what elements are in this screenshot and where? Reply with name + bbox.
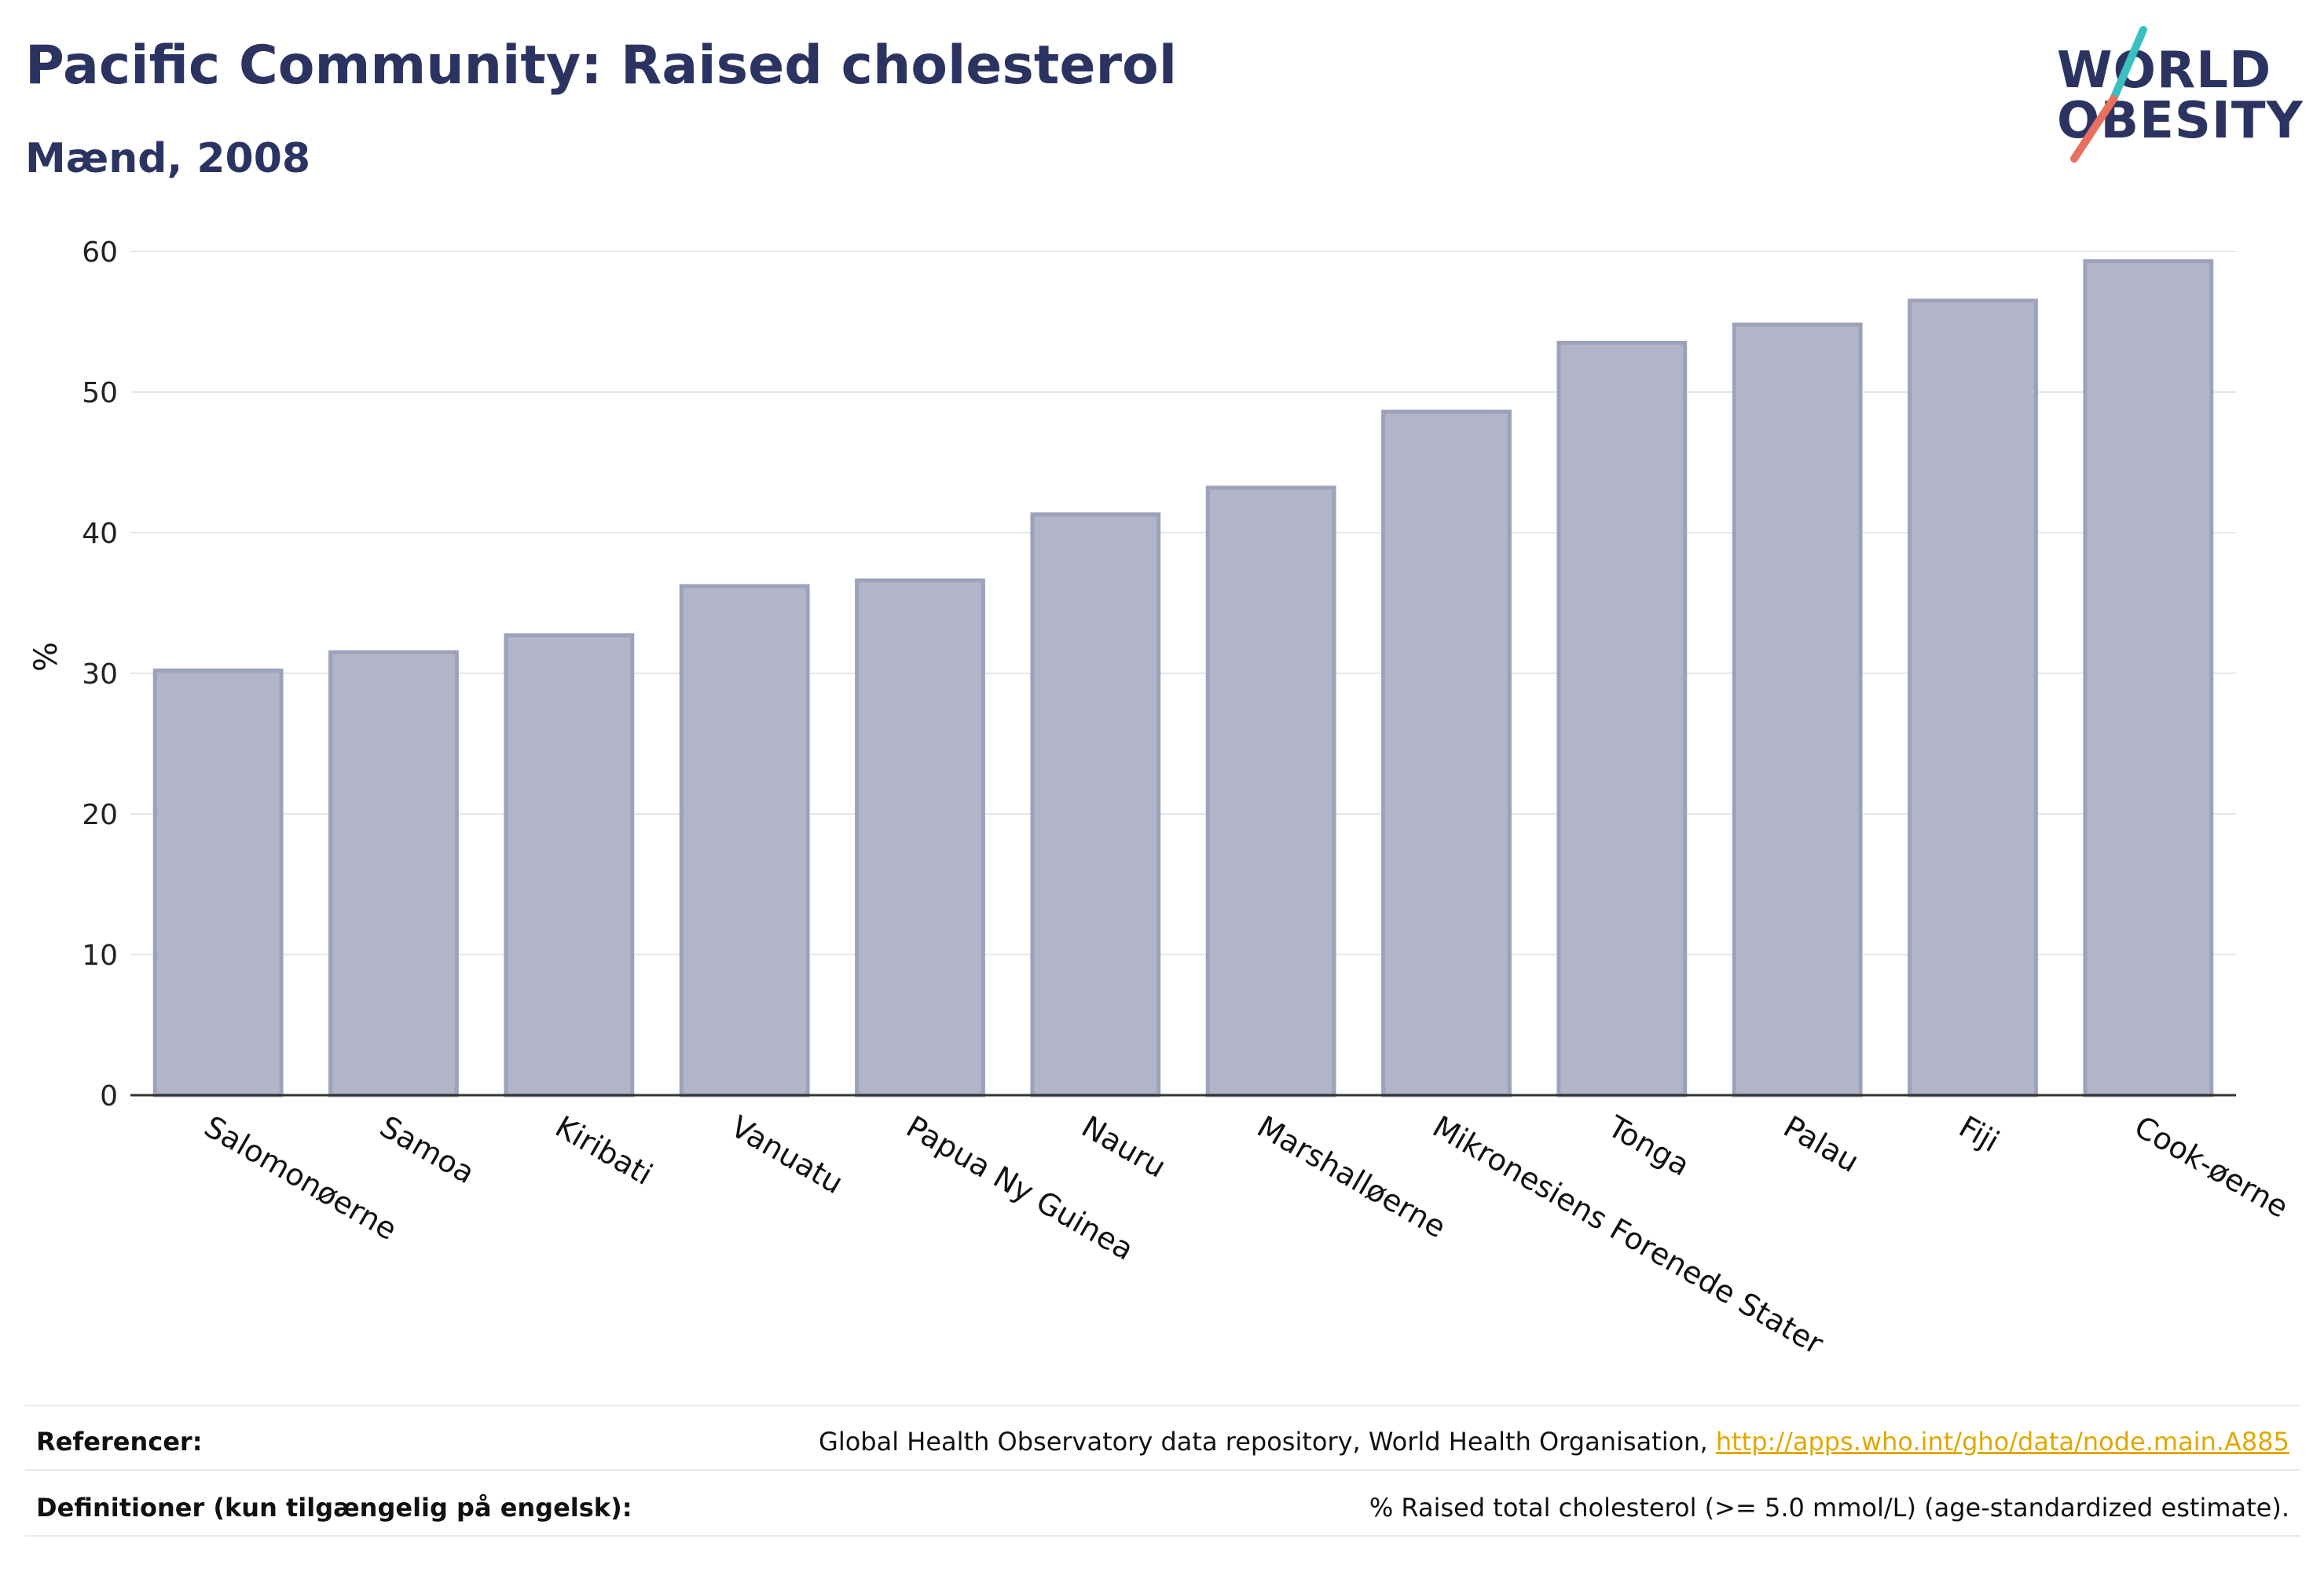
references-value: Global Health Observatory data repositor… [819,1427,2289,1457]
bar [2083,259,2214,1098]
references-link[interactable]: http://apps.who.int/gho/data/node.main.A… [1715,1427,2289,1457]
x-tick-label: Kiribati [549,1109,658,1192]
x-tick-label: Palau [1778,1109,1865,1179]
y-tick-label: 10 [82,940,118,972]
definitions-label: Definitioner (kun tilgængelig på engelsk… [36,1493,632,1523]
bar [855,578,985,1098]
chart-subtitle: Mænd, 2008 [25,135,311,182]
footer-divider [25,1535,2300,1537]
x-tick-label: Nauru [1076,1109,1171,1185]
bar [679,584,810,1098]
world-obesity-logo: WORLD OBESITY [2051,24,2310,165]
bar [1030,512,1161,1098]
bar [504,633,635,1098]
logo-text-world: WORLD [2057,42,2272,100]
x-tick-label: Fiji [1953,1109,2005,1159]
y-tick-label: 20 [82,799,118,831]
chart-title: Pacific Community: Raised cholesterol [25,35,1178,97]
footer-divider [25,1405,2300,1406]
x-tick-label: Marshalløerne [1252,1109,1452,1245]
logo-slash-icon [2070,26,2147,163]
y-tick-label: 30 [82,658,118,691]
bar [1381,409,1512,1098]
bar [1556,340,1688,1098]
x-tick-label: Vanuatu [725,1109,849,1200]
y-tick-label: 50 [82,377,118,409]
y-axis-ticks: 0 10 20 30 40 50 60 [82,236,118,1112]
references-text: Global Health Observatory data repositor… [819,1427,1716,1457]
x-tick-label: Tonga [1602,1109,1695,1182]
definitions-value: % Raised total cholesterol (>= 5.0 mmol/… [1369,1493,2289,1523]
x-tick-label: Samoa [374,1109,480,1191]
y-axis-label: % [28,642,64,672]
y-tick-label: 0 [100,1080,118,1112]
bar [1205,486,1336,1098]
y-tick-label: 60 [82,236,118,269]
grid-lines [130,251,2236,955]
references-label: Referencer: [36,1427,203,1457]
footer-divider [25,1469,2300,1471]
bars [152,259,2214,1098]
y-tick-label: 40 [82,518,118,550]
x-tick-label: Salomonøerne [199,1109,403,1247]
x-tick-label: Cook-øerne [2128,1109,2294,1225]
bar [328,650,459,1098]
bar [1732,322,1863,1098]
bar [152,668,284,1098]
bar [1908,299,2038,1098]
